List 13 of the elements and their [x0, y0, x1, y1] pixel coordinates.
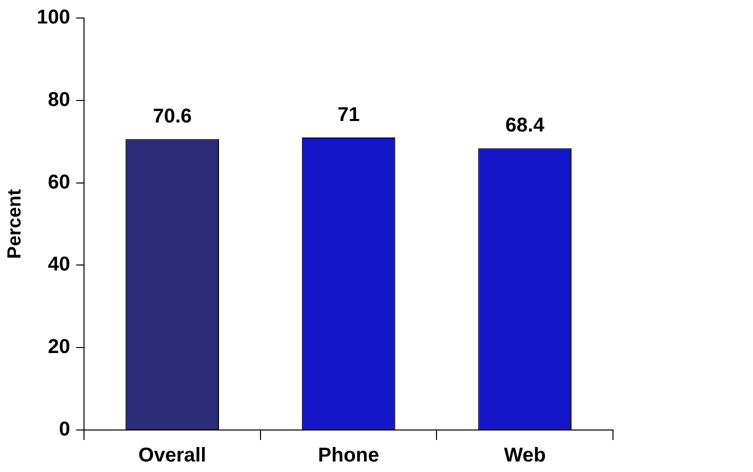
x-tick-label: Web: [504, 444, 546, 467]
y-tick-label: 20: [48, 336, 70, 358]
x-tick-label: Phone: [318, 444, 380, 467]
data-label: 71: [337, 104, 360, 126]
data-label: 70.6: [152, 106, 192, 128]
y-tick-label: 40: [48, 254, 70, 276]
data-label: 68.4: [505, 114, 546, 137]
y-tick-label: 80: [48, 88, 70, 111]
y-tick-label: 0: [59, 418, 70, 441]
y-tick-label: 60: [48, 171, 70, 194]
y-axis-title: Percent: [4, 188, 26, 259]
y-tick-label: 100: [36, 6, 70, 29]
x-tick-label: Overall: [138, 444, 206, 467]
